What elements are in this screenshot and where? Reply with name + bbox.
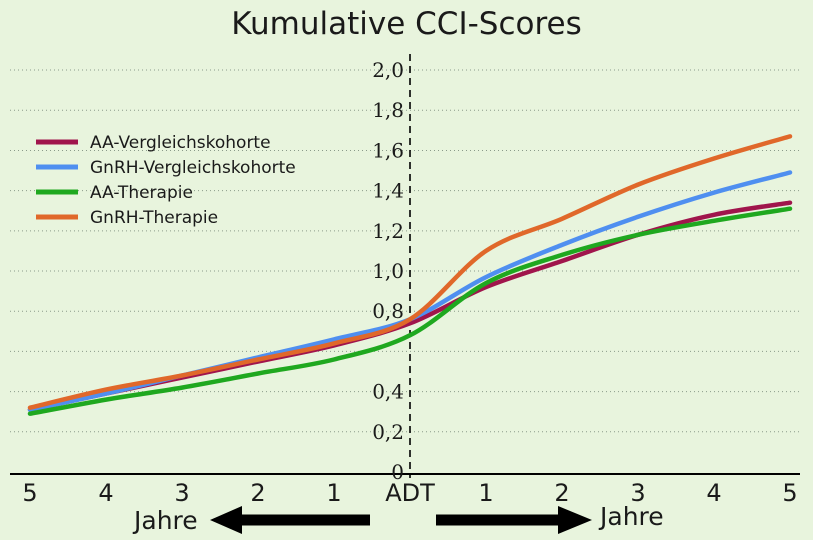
y-tick-label: 1,6 <box>372 138 404 162</box>
legend-label: AA-Therapie <box>90 183 193 203</box>
x-tick-label: 3 <box>174 479 189 507</box>
y-tick-label: 1,2 <box>372 219 404 243</box>
x-tick-labels: 5 4 3 2 1 ADT 1 2 3 4 5 <box>22 479 797 507</box>
legend-label: GnRH-Vergleichskohorte <box>90 158 296 178</box>
y-tick-label: 1,4 <box>372 179 404 203</box>
y-tick-label: 0,8 <box>372 299 404 323</box>
x-tick-label: 1 <box>326 479 341 507</box>
axes <box>10 54 800 478</box>
series-line-3 <box>27 206 793 416</box>
series-lines <box>27 134 793 416</box>
chart-title: Kumulative CCI-Scores <box>231 6 582 42</box>
legend-label: AA-Vergleichskohorte <box>90 133 271 153</box>
y-tick-label: 1,0 <box>372 259 404 283</box>
x-tick-label: 1 <box>478 479 493 507</box>
x-tick-label: 4 <box>98 479 113 507</box>
legend: AA-Vergleichskohorte GnRH-Vergleichskohor… <box>36 133 296 228</box>
series-line-4 <box>27 134 793 410</box>
x-tick-label: 2 <box>554 479 569 507</box>
unit-label-right: Jahre <box>598 502 664 531</box>
x-tick-label: 3 <box>630 479 645 507</box>
y-tick-labels: 0 0,2 0,4 0,8 1,0 1,2 1,4 1,6 1,8 2,0 <box>372 58 404 484</box>
y-tick-label: 0 <box>391 460 404 484</box>
y-tick-label: 0,2 <box>372 420 404 444</box>
x-tick-label: 5 <box>22 479 37 507</box>
legend-label: GnRH-Therapie <box>90 208 218 228</box>
y-tick-label: 0,4 <box>372 380 404 404</box>
arrow-right-icon <box>558 506 592 534</box>
x-tick-label: 5 <box>782 479 797 507</box>
time-direction-arrows: Jahre Jahre <box>132 502 664 535</box>
grid-lines <box>10 69 800 433</box>
y-tick-label: 1,8 <box>372 98 404 122</box>
unit-label-left: Jahre <box>132 506 198 535</box>
x-tick-label: ADT <box>385 479 435 507</box>
x-tick-label: 2 <box>250 479 265 507</box>
x-tick-label: 4 <box>706 479 721 507</box>
arrow-left-icon <box>210 506 242 534</box>
y-tick-label: 2,0 <box>372 58 404 82</box>
